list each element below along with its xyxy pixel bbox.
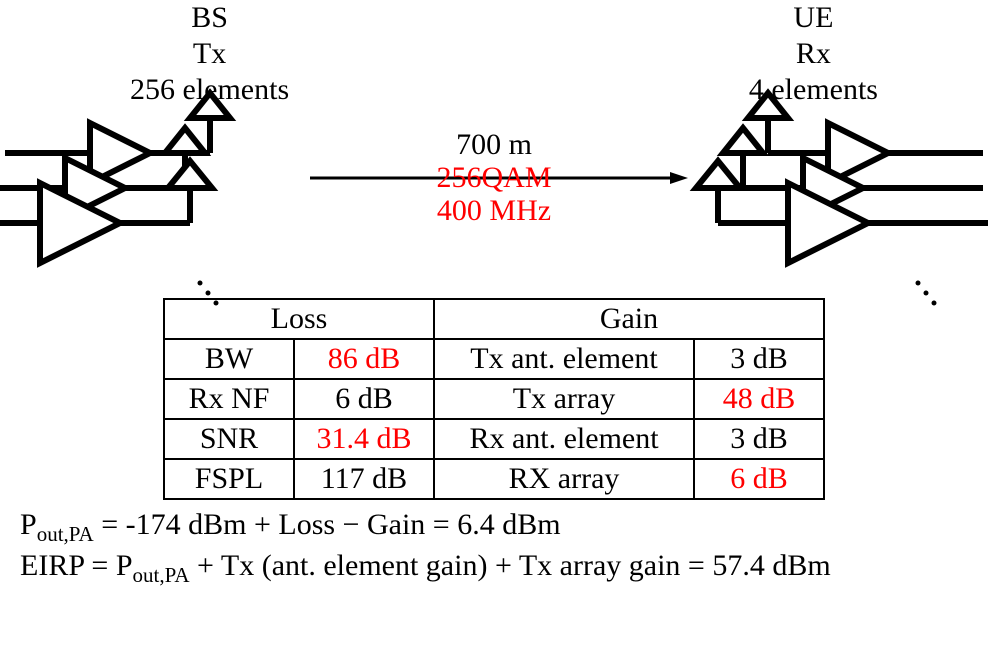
gain-val: 3 dB [694,339,824,379]
loss-name: FSPL [164,459,294,499]
bs-schematic-icon [0,83,320,313]
formula-pout: Pout,PA = -174 dBm + Loss − Gain = 6.4 d… [20,506,988,547]
ue-line2: Rx [749,36,878,72]
formula-block: Pout,PA = -174 dBm + Loss − Gain = 6.4 d… [0,500,988,589]
bs-line1: BS [130,0,289,36]
ue-schematic-icon [668,83,988,313]
loss-name: Rx NF [164,379,294,419]
link-modulation: 256QAM [436,161,551,194]
table-row: Rx NF 6 dB Tx array 48 dB [164,379,824,419]
gain-name: RX array [434,459,694,499]
loss-val: 6 dB [294,379,434,419]
link-labels: 700 m 256QAM 400 MHz [436,128,551,227]
schematic-row: 700 m 256QAM 400 MHz [0,98,988,298]
table-row: FSPL 117 dB RX array 6 dB [164,459,824,499]
loss-val: 86 dB [294,339,434,379]
bs-line2: Tx [130,36,289,72]
loss-val: 117 dB [294,459,434,499]
pout-prefix: P [20,508,37,541]
gain-name: Tx array [434,379,694,419]
gain-val: 3 dB [694,419,824,459]
eirp-rest: + Tx (ant. element gain) + Tx array gain… [190,549,831,582]
table-row: SNR 31.4 dB Rx ant. element 3 dB [164,419,824,459]
loss-name: BW [164,339,294,379]
gain-val: 6 dB [694,459,824,499]
eirp-sub: out,PA [133,563,190,587]
loss-name: SNR [164,419,294,459]
link-bandwidth: 400 MHz [436,194,551,227]
link-budget-table: Loss Gain BW 86 dB Tx ant. element 3 dB … [163,298,825,500]
pout-sub: out,PA [37,522,94,546]
ue-line1: UE [749,0,878,36]
eirp-prefix: EIRP = P [20,549,133,582]
gain-name: Tx ant. element [434,339,694,379]
table-row: BW 86 dB Tx ant. element 3 dB [164,339,824,379]
link-distance: 700 m [436,128,551,161]
gain-name: Rx ant. element [434,419,694,459]
formula-eirp: EIRP = Pout,PA + Tx (ant. element gain) … [20,547,988,588]
loss-val: 31.4 dB [294,419,434,459]
pout-rest: = -174 dBm + Loss − Gain = 6.4 dBm [94,508,561,541]
gain-val: 48 dB [694,379,824,419]
